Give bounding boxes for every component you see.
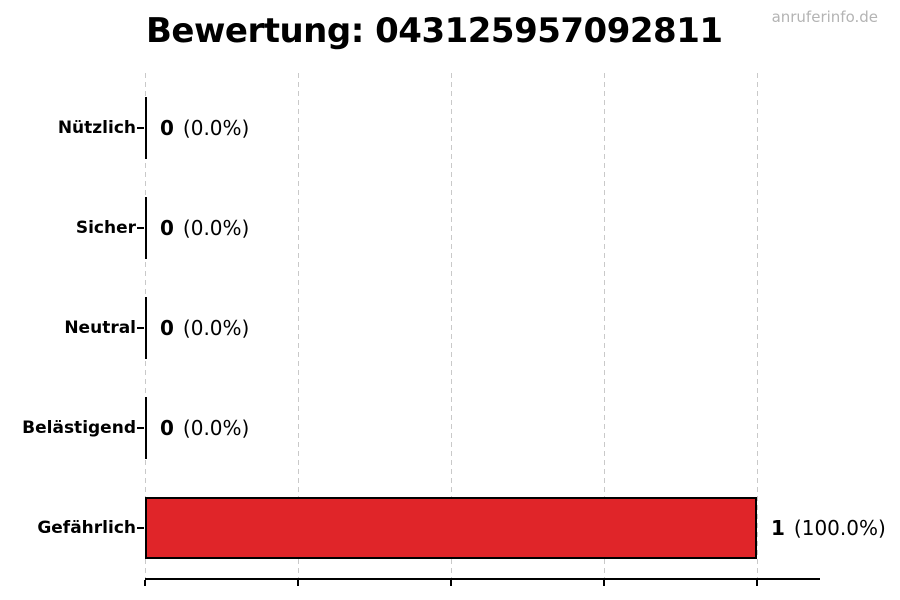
y-axis-label-nuetzlich: Nützlich: [57, 118, 136, 138]
value-percent: (0.0%): [182, 216, 250, 240]
value-count: 1: [771, 516, 785, 540]
watermark-anruferinfo: anruferinfo.de: [771, 8, 878, 26]
y-axis-tick: [137, 427, 144, 429]
value-count: 0: [160, 316, 174, 340]
value-count: 0: [160, 116, 174, 140]
gridline: [604, 73, 605, 578]
bar-gefaehrlich: [145, 497, 757, 559]
y-axis-tick: [137, 327, 144, 329]
x-axis-tick: [297, 580, 299, 586]
y-axis-label-sicher: Sicher: [75, 218, 136, 238]
bar-neutral: [145, 297, 147, 359]
y-axis-label-belaestigend: Belästigend: [22, 418, 136, 438]
value-label-sicher: 0 (0.0%): [160, 216, 249, 240]
gridline: [298, 73, 299, 578]
gridline: [451, 73, 452, 578]
value-label-nuetzlich: 0 (0.0%): [160, 116, 249, 140]
value-count: 0: [160, 216, 174, 240]
x-axis-tick: [603, 580, 605, 586]
bar-sicher: [145, 197, 147, 259]
x-axis-tick: [144, 580, 146, 586]
y-axis-label-neutral: Neutral: [64, 318, 136, 338]
value-label-neutral: 0 (0.0%): [160, 316, 249, 340]
chart-title: Bewertung: 043125957092811: [146, 11, 723, 51]
y-axis-tick: [137, 127, 144, 129]
y-axis-tick: [137, 227, 144, 229]
y-axis-label-gefaehrlich: Gefährlich: [37, 518, 136, 538]
value-label-belaestigend: 0 (0.0%): [160, 416, 249, 440]
x-axis-tick: [756, 580, 758, 586]
plot-area: [144, 73, 820, 586]
value-count: 0: [160, 416, 174, 440]
value-percent: (100.0%): [793, 516, 886, 540]
value-percent: (0.0%): [182, 416, 250, 440]
x-axis-tick: [450, 580, 452, 586]
y-axis-tick: [137, 527, 144, 529]
bar-belaestigend: [145, 397, 147, 459]
gridline: [757, 73, 758, 578]
value-percent: (0.0%): [182, 116, 250, 140]
value-label-gefaehrlich: 1 (100.0%): [771, 516, 886, 540]
value-percent: (0.0%): [182, 316, 250, 340]
bar-nuetzlich: [145, 97, 147, 159]
